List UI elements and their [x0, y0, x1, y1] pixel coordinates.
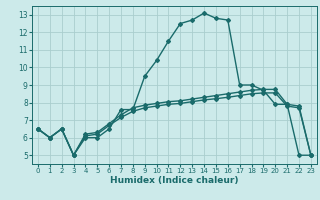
- X-axis label: Humidex (Indice chaleur): Humidex (Indice chaleur): [110, 176, 239, 185]
